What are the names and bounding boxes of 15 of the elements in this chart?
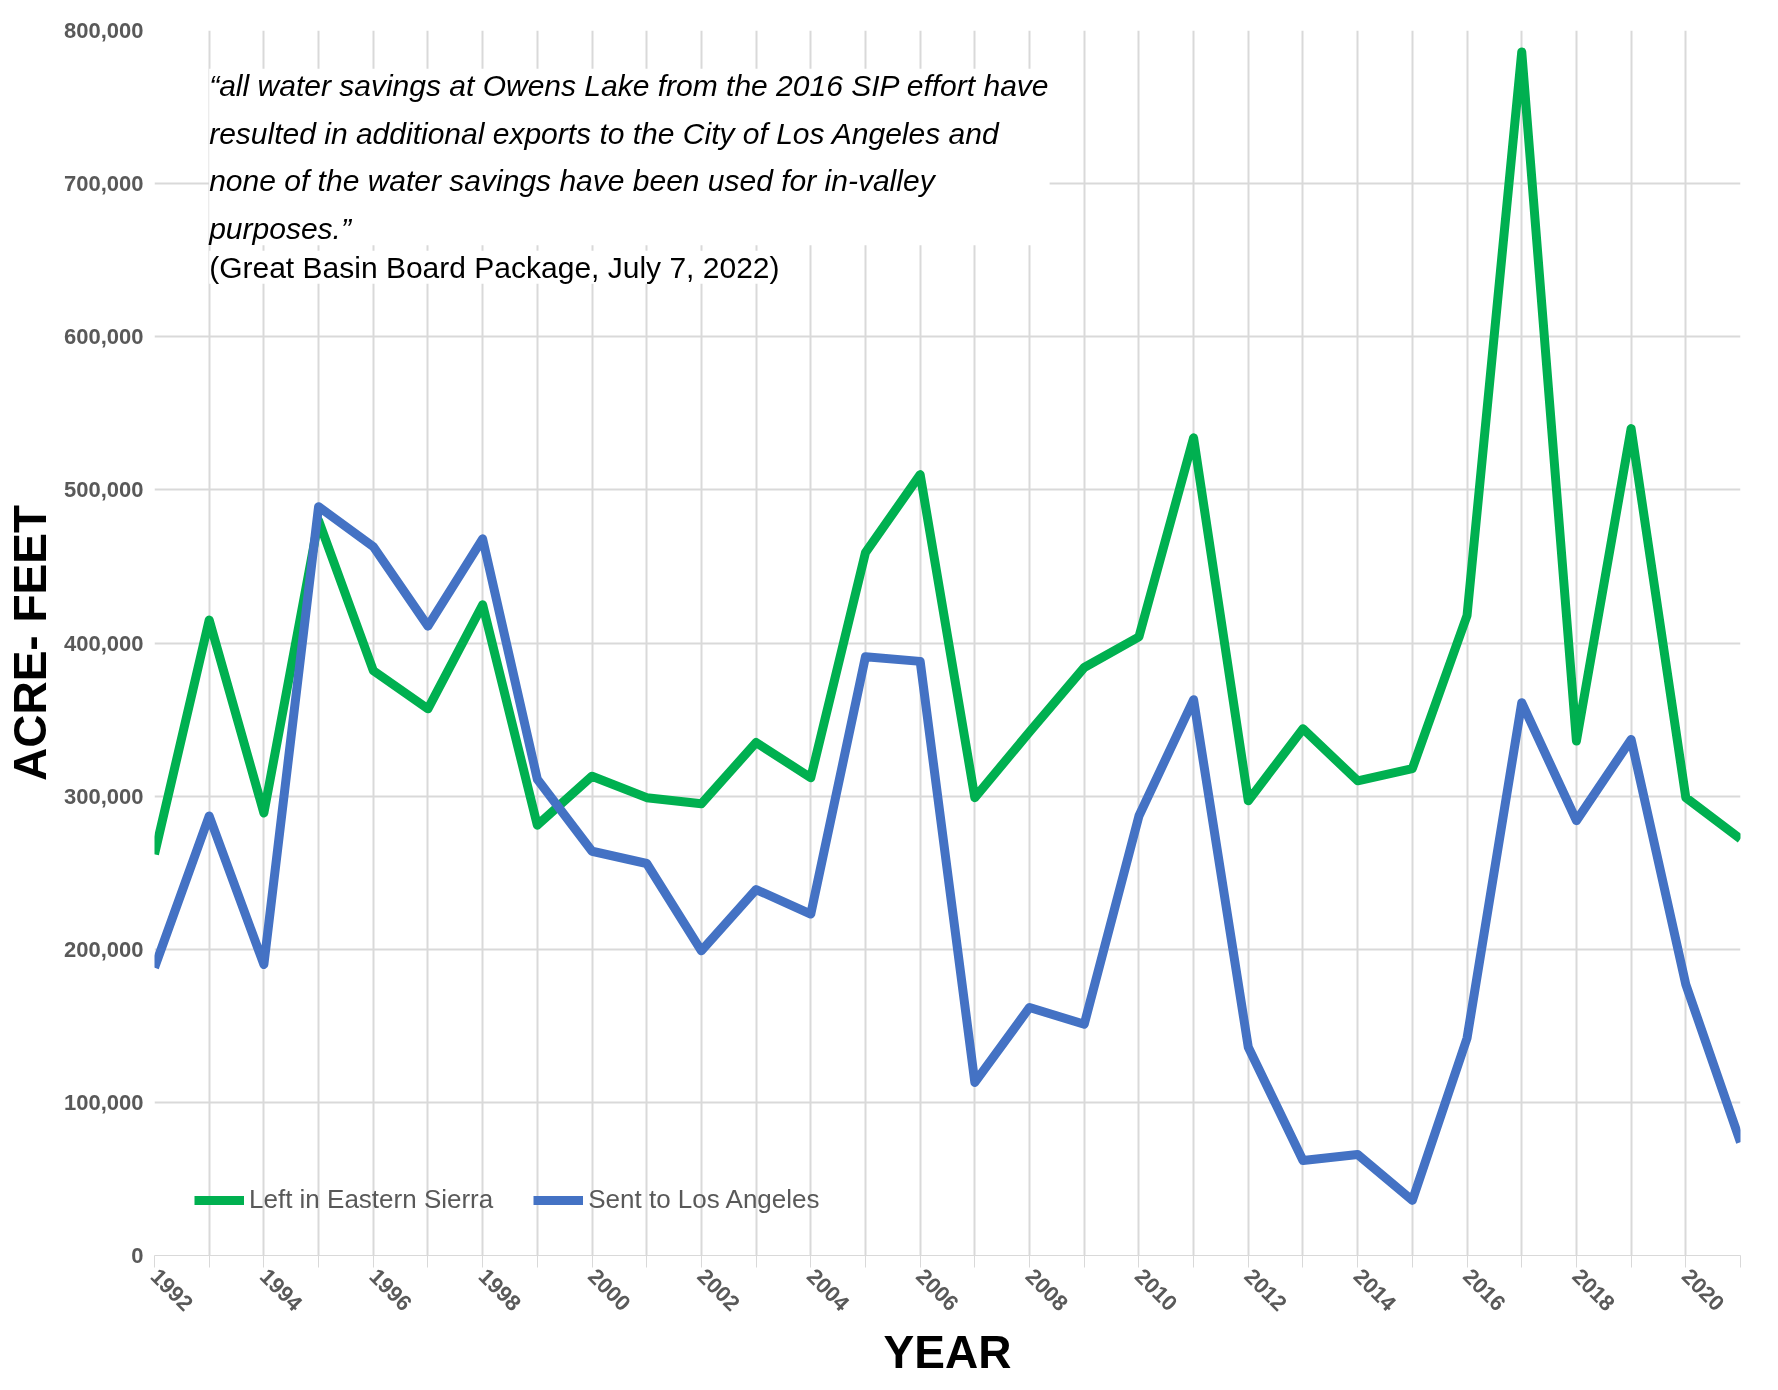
annotation: “all water savings at Owens Lake from the 2016 SIP effort have resulted in additional exports to the City of Los Angeles and none of the water savings have been used for in-valley purposes.” bbox=[208, 68, 1049, 246]
y-tick-label: 100,000 bbox=[63, 1089, 144, 1115]
legend-label: Sent to Los Angeles bbox=[588, 1184, 820, 1215]
y-tick-label: 500,000 bbox=[63, 477, 144, 503]
y-tick-label: 600,000 bbox=[63, 324, 144, 350]
y-tick-label: 300,000 bbox=[63, 783, 144, 809]
y-tick-label: 400,000 bbox=[63, 630, 144, 656]
y-tick-label: 200,000 bbox=[63, 936, 144, 962]
annotation: (Great Basin Board Package, July 7, 2022) bbox=[209, 250, 780, 284]
y-tick-label: 0 bbox=[131, 1243, 144, 1268]
x-axis-title: YEAR bbox=[883, 1325, 1012, 1378]
y-tick-label: 700,000 bbox=[63, 171, 144, 197]
legend-label: Left in Eastern Sierra bbox=[249, 1184, 494, 1215]
y-tick-label: 800,000 bbox=[63, 18, 144, 43]
y-axis-title: ACRE- FEET bbox=[3, 505, 56, 781]
